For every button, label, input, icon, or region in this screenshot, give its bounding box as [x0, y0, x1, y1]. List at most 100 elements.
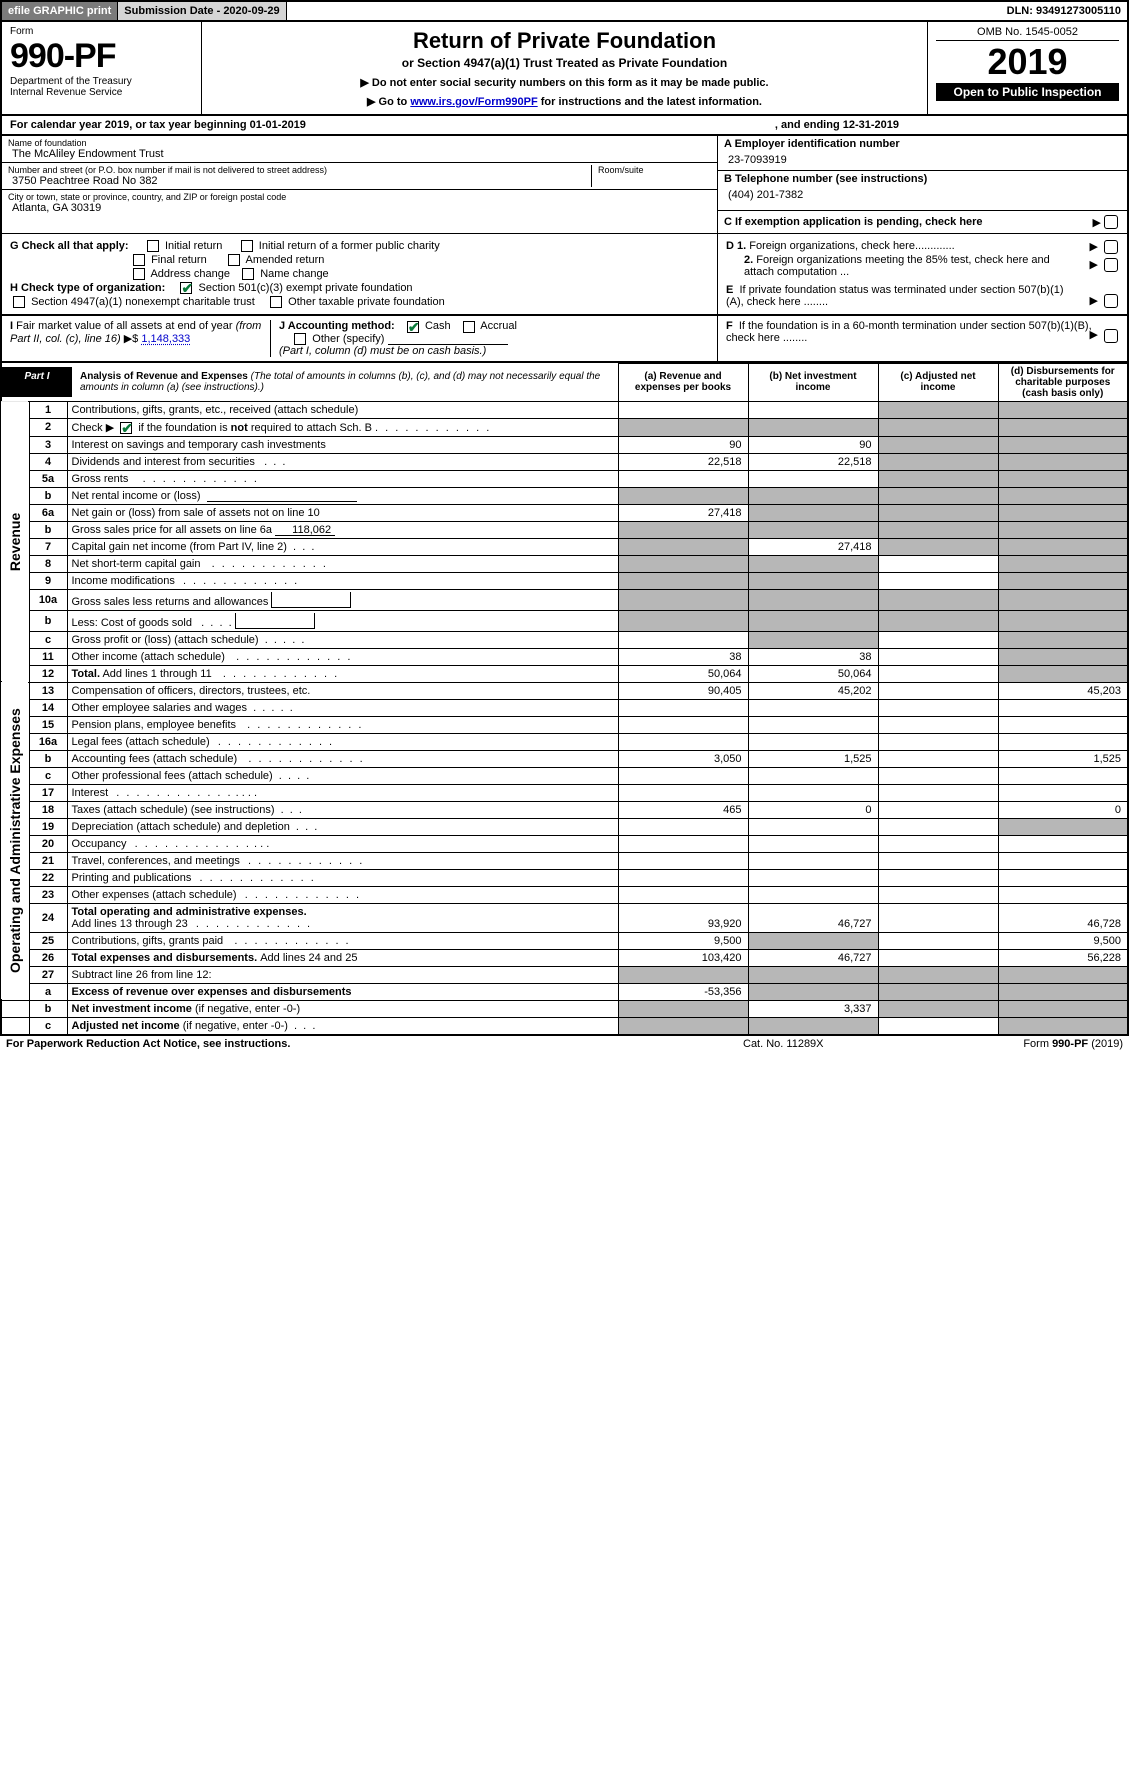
address-cell: Number and street (or P.O. box number if… [2, 163, 717, 190]
table-row: 7Capital gain net income (from Part IV, … [1, 538, 1128, 555]
foundation-name-cell: Name of foundation The McAliley Endowmen… [2, 136, 717, 163]
other-method-checkbox[interactable] [294, 333, 306, 345]
header-left: Form 990-PF Department of the Treasury I… [2, 22, 202, 114]
e-row: E If private foundation status was termi… [726, 284, 1119, 308]
part1-label: Part I [2, 367, 72, 397]
open-to-public: Open to Public Inspection [936, 83, 1119, 101]
table-row: 25Contributions, gifts, grants paid 9,50… [1, 932, 1128, 949]
header-note2: ▶ Go to www.irs.gov/Form990PF for instru… [222, 95, 907, 108]
table-row: cGross profit or (loss) (attach schedule… [1, 631, 1128, 648]
d1-row: D 1. D 1. Foreign organizations, check h… [726, 240, 1119, 252]
table-row: Operating and Administrative Expenses 13… [1, 682, 1128, 699]
table-row: bNet investment income (if negative, ent… [1, 1000, 1128, 1017]
table-row: 10aGross sales less returns and allowanc… [1, 589, 1128, 610]
checks-block: G Check all that apply: Initial return I… [0, 234, 1129, 315]
other-taxable-checkbox[interactable] [270, 296, 282, 308]
dept-label: Department of the Treasury [10, 76, 193, 87]
form-number: 990-PF [10, 37, 193, 76]
e-checkbox[interactable] [1104, 294, 1118, 308]
table-row: 18Taxes (attach schedule) (see instructi… [1, 801, 1128, 818]
form-footer-label: Form 990-PF (2019) [943, 1038, 1123, 1050]
table-row: bLess: Cost of goods sold . . . . [1, 610, 1128, 631]
table-row: 15Pension plans, employee benefits [1, 716, 1128, 733]
table-row: 5aGross rents [1, 470, 1128, 487]
table-row: 19Depreciation (attach schedule) and dep… [1, 818, 1128, 835]
submission-date-label: Submission Date - 2020-09-29 [118, 2, 286, 20]
dln-label: DLN: 93491273005110 [1001, 2, 1127, 20]
table-row: bGross sales price for all assets on lin… [1, 521, 1128, 538]
i-fmv-cell: I Fair market value of all assets at end… [10, 320, 270, 356]
calendar-year-row: For calendar year 2019, or tax year begi… [0, 114, 1129, 136]
table-row: 17Interest . . . . [1, 784, 1128, 801]
form-title: Return of Private Foundation [222, 28, 907, 54]
paperwork-notice: For Paperwork Reduction Act Notice, see … [6, 1038, 743, 1050]
form990pf-link[interactable]: www.irs.gov/Form990PF [410, 96, 537, 108]
header-right: OMB No. 1545-0052 2019 Open to Public In… [927, 22, 1127, 114]
fmv-value: 1,148,333 [141, 333, 190, 345]
h-row: H Check type of organization: Section 50… [10, 282, 709, 294]
telephone-value: (404) 201-7382 [724, 185, 1121, 203]
initial-return-checkbox[interactable] [147, 240, 159, 252]
identification-block: Name of foundation The McAliley Endowmen… [0, 136, 1129, 234]
revenue-tab: Revenue [1, 401, 29, 682]
col-a-header: (a) Revenue and expenses per books [618, 363, 748, 401]
f-checkbox[interactable] [1104, 329, 1118, 343]
omb-number: OMB No. 1545-0052 [936, 26, 1119, 41]
telephone-cell: B Telephone number (see instructions) (4… [718, 171, 1127, 211]
table-row: 23Other expenses (attach schedule) [1, 886, 1128, 903]
g-row: G Check all that apply: Initial return I… [10, 240, 709, 252]
table-row: 3Interest on savings and temporary cash … [1, 436, 1128, 453]
501c3-checkbox[interactable] [180, 282, 192, 294]
gross-sales-6a: 118,062 [275, 524, 335, 536]
irs-label: Internal Revenue Service [10, 87, 193, 98]
room-suite-label: Room/suite [598, 165, 711, 175]
ein-value: 23-7093919 [724, 150, 1121, 168]
initial-former-checkbox[interactable] [241, 240, 253, 252]
table-row: 14Other employee salaries and wages . . … [1, 699, 1128, 716]
foundation-name: The McAliley Endowment Trust [8, 148, 711, 160]
table-row: 9Income modifications [1, 572, 1128, 589]
cash-checkbox[interactable] [407, 321, 419, 333]
header-center: Return of Private Foundation or Section … [202, 22, 927, 114]
footer: For Paperwork Reduction Act Notice, see … [0, 1036, 1129, 1052]
cat-no: Cat. No. 11289X [743, 1038, 943, 1050]
ein-cell: A Employer identification number 23-7093… [718, 136, 1127, 171]
table-row: cAdjusted net income (if negative, enter… [1, 1017, 1128, 1035]
part1-table: Part I Analysis of Revenue and Expenses … [0, 363, 1129, 1036]
table-row: 12Total. Add lines 1 through 11 50,06450… [1, 665, 1128, 682]
amended-return-checkbox[interactable] [228, 254, 240, 266]
d1-checkbox[interactable] [1104, 240, 1118, 254]
table-row: 16aLegal fees (attach schedule) [1, 733, 1128, 750]
address-change-checkbox[interactable] [133, 268, 145, 280]
cal-begin: For calendar year 2019, or tax year begi… [10, 119, 306, 131]
name-change-checkbox[interactable] [242, 268, 254, 280]
city-cell: City or town, state or province, country… [2, 190, 717, 216]
table-row: 8Net short-term capital gain [1, 555, 1128, 572]
table-row: 26Total expenses and disbursements. Add … [1, 949, 1128, 966]
table-row: 20Occupancy . . . [1, 835, 1128, 852]
ijf-block: I Fair market value of all assets at end… [0, 315, 1129, 362]
form-header: Form 990-PF Department of the Treasury I… [0, 22, 1129, 114]
table-row: 2Check ▶ if the foundation is not requir… [1, 418, 1128, 436]
efile-print-button[interactable]: efile GRAPHIC print [2, 2, 118, 20]
exemption-checkbox[interactable] [1104, 215, 1118, 229]
j-accounting-cell: J Accounting method: Cash Accrual Other … [270, 320, 709, 356]
table-row: 22Printing and publications [1, 869, 1128, 886]
sch-b-checkbox[interactable] [120, 422, 132, 434]
tax-year: 2019 [936, 41, 1119, 83]
col-b-header: (b) Net investment income [748, 363, 878, 401]
table-row: 6aNet gain or (loss) from sale of assets… [1, 504, 1128, 521]
d2-checkbox[interactable] [1104, 258, 1118, 272]
table-row: cOther professional fees (attach schedul… [1, 767, 1128, 784]
table-row: 11Other income (attach schedule) 3838 [1, 648, 1128, 665]
table-row: 21Travel, conferences, and meetings [1, 852, 1128, 869]
expenses-tab: Operating and Administrative Expenses [1, 682, 29, 1000]
accrual-checkbox[interactable] [463, 321, 475, 333]
table-row: aExcess of revenue over expenses and dis… [1, 983, 1128, 1000]
table-row: 4Dividends and interest from securities … [1, 453, 1128, 470]
city-state-zip: Atlanta, GA 30319 [8, 202, 711, 214]
header-note1: ▶ Do not enter social security numbers o… [222, 76, 907, 89]
final-return-checkbox[interactable] [133, 254, 145, 266]
cal-end: , and ending 12-31-2019 [775, 119, 899, 131]
4947-checkbox[interactable] [13, 296, 25, 308]
